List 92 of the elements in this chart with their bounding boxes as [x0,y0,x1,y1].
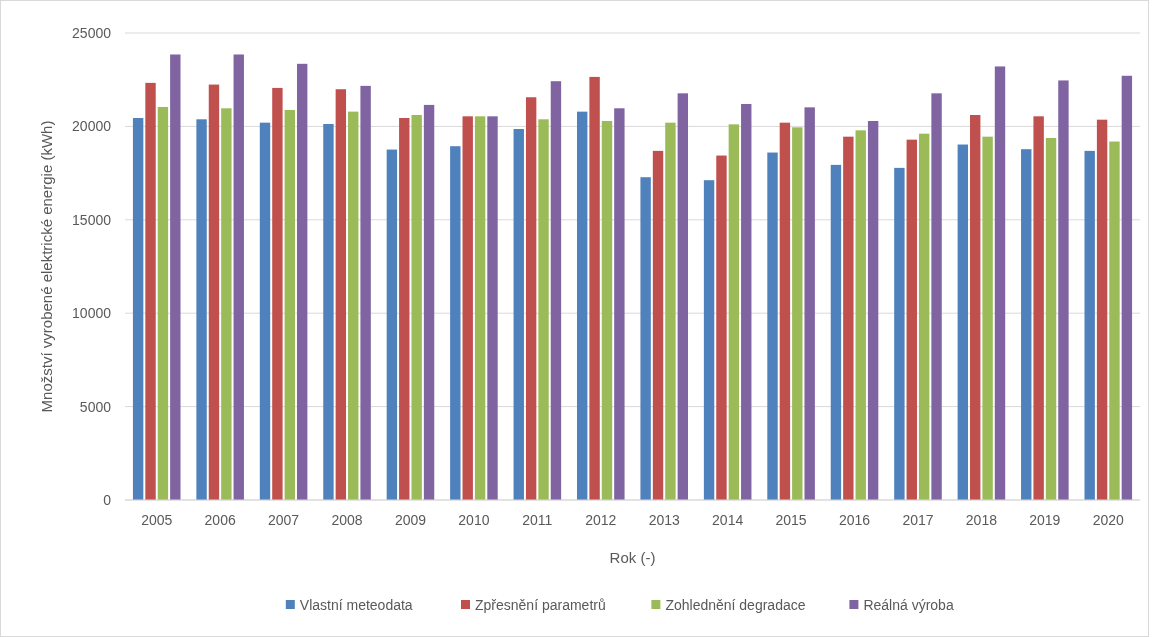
bar [640,177,651,500]
y-axis-title: Množství vyrobené elektrické energie (kWh) [38,120,55,413]
x-tick-label: 2015 [775,512,807,528]
bar [1084,150,1095,500]
bar [589,76,600,500]
bar [1045,137,1057,500]
y-tick-label: 0 [103,491,112,508]
y-tick-label: 20000 [72,118,112,135]
bar [614,108,625,500]
x-tick-label: 2007 [268,512,300,528]
legend-label: Zpřesnění parametrů [475,597,606,613]
x-tick-label: 2011 [522,512,553,528]
x-tick-label: 2006 [204,512,236,528]
bar [399,117,410,500]
bar [918,133,930,500]
bar [525,97,537,500]
bar [348,111,359,500]
bar [855,130,866,500]
bar [779,122,791,500]
x-tick-label: 2020 [1092,512,1125,528]
bar [272,87,283,500]
bar [665,122,676,500]
legend-label: Reálná výroba [863,597,954,613]
x-axis-title: Rok (-) [609,549,656,566]
bar [957,144,969,500]
x-tick-label: 2005 [141,512,173,528]
x-tick-label: 2016 [838,512,871,528]
bar [196,119,207,500]
y-tick-label: 5000 [79,398,112,415]
bar [157,106,169,500]
bar [259,122,271,500]
x-tick-label: 2014 [712,512,744,528]
bar [677,93,689,500]
bar [487,116,498,500]
bar [474,116,486,500]
bar [830,164,842,500]
bar [843,136,854,500]
bar [221,108,232,500]
bar [804,107,815,500]
bar [132,117,144,500]
bar [970,115,981,500]
x-tick-label: 2010 [458,512,490,528]
bar [550,81,562,500]
x-tick-label: 2013 [648,512,680,528]
x-tick-label: 2019 [1029,512,1061,528]
bar [1033,116,1044,500]
y-tick-label: 15000 [72,211,112,228]
y-tick-label: 25000 [72,24,112,41]
bar [741,103,752,500]
bar [335,89,347,500]
x-tick-label: 2008 [331,512,363,528]
bar [652,150,664,500]
bar [1058,80,1069,500]
x-tick-label: 2018 [965,512,998,528]
bar [867,120,879,500]
bar [538,119,549,500]
bar [386,149,398,500]
x-tick-label: 2012 [585,512,617,528]
bar [994,66,1006,500]
bar [1121,75,1133,500]
bar [233,54,244,500]
bar [423,104,435,500]
bar [462,116,473,500]
bar [1021,149,1032,500]
bar [792,127,803,500]
bar [450,146,461,500]
bar [360,85,371,500]
legend-label: Zohlednění degradace [665,597,806,613]
y-tick-label: 10000 [72,305,112,322]
bar [411,115,422,500]
bar [716,155,727,500]
bar [931,93,942,500]
bar [323,123,334,500]
bar [1109,141,1120,500]
bar [576,111,588,500]
bar [208,84,220,500]
bar [296,63,308,500]
bar [906,139,917,500]
bar [1096,119,1108,500]
x-tick-label: 2017 [902,512,934,528]
bar [513,129,524,500]
bar [703,180,715,500]
bar [767,152,778,500]
bar [601,120,613,500]
bar [145,82,156,500]
bar [170,54,181,500]
legend-label: Vlastní meteodata [299,597,413,613]
bar [284,109,295,500]
bar [894,167,905,500]
bar [728,124,740,500]
bar [982,136,993,500]
x-tick-label: 2009 [394,512,427,528]
